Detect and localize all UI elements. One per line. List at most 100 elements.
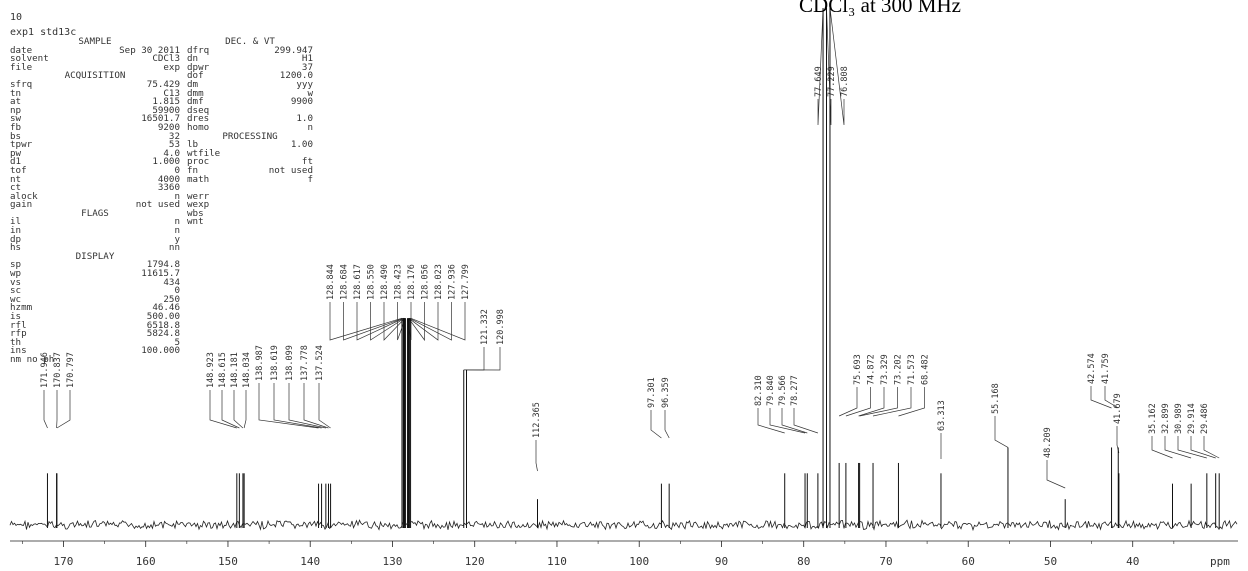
param-key: dres bbox=[187, 113, 210, 125]
param-row: alock n bbox=[10, 190, 180, 202]
param-section-heading: SAMPLE bbox=[78, 36, 112, 47]
peak-label-leader bbox=[898, 387, 925, 417]
peak-label-leader bbox=[258, 383, 319, 429]
param-row: dres 1.0 bbox=[187, 113, 313, 125]
param-row: SAMPLE bbox=[10, 36, 180, 47]
param-key: wc bbox=[10, 293, 22, 305]
decoupling-processing-parameters: DEC. & VT dfrq 299.947 dn H1 dpwr 37 dof 1200.0 d… bbox=[187, 37, 313, 227]
param-key: dseq bbox=[187, 104, 210, 116]
param-row: vs 434 bbox=[10, 278, 180, 288]
param-value: 1.000 bbox=[152, 156, 180, 168]
param-key: werr bbox=[187, 190, 210, 202]
x-tick-label: 80 bbox=[797, 555, 810, 568]
peak-label-leader bbox=[43, 390, 48, 429]
param-row: dpwr 37 bbox=[187, 61, 313, 73]
peak-label: 97.301 bbox=[647, 377, 657, 408]
param-value: 37 bbox=[301, 61, 313, 73]
param-key: at bbox=[10, 96, 22, 108]
peak-label: 171.946 bbox=[40, 352, 50, 388]
param-key: dm bbox=[187, 78, 199, 90]
peak-label: 148.034 bbox=[242, 352, 252, 388]
param-value: 500.00 bbox=[146, 311, 180, 322]
param-value: 9900 bbox=[290, 96, 313, 108]
param-key: np bbox=[10, 104, 22, 116]
param-key: alock bbox=[10, 190, 38, 202]
param-key: fn bbox=[187, 164, 199, 176]
param-section-heading: PROCESSING bbox=[222, 130, 278, 142]
param-value: 3360 bbox=[157, 182, 180, 194]
peak-label: 35.162 bbox=[1148, 403, 1158, 434]
param-row: hs nn bbox=[10, 243, 180, 253]
peak-label-leader bbox=[769, 408, 806, 434]
param-row: sp 1794.8 bbox=[10, 261, 180, 270]
peak-label: 63.313 bbox=[937, 400, 947, 431]
param-value: 1.00 bbox=[290, 139, 313, 151]
param-row: th 5 bbox=[10, 336, 180, 348]
peak-label-leaders bbox=[43, 7, 1220, 489]
peak-label: 30.989 bbox=[1174, 403, 1184, 434]
param-value: C13 bbox=[163, 87, 180, 99]
param-row: date Sep 30 2011 bbox=[10, 44, 180, 56]
peak-label: 78.277 bbox=[790, 375, 800, 406]
peak-label: 128.490 bbox=[380, 264, 390, 300]
peak-label: 29.486 bbox=[1200, 403, 1210, 434]
peak-lines bbox=[46, 8, 1220, 528]
param-key: gain bbox=[10, 199, 33, 211]
param-row: FLAGS bbox=[10, 209, 180, 219]
param-key: proc bbox=[187, 156, 210, 168]
param-key: th bbox=[10, 336, 22, 348]
x-axis-label: ppm bbox=[1210, 555, 1230, 568]
param-row: DISPLAY bbox=[10, 252, 180, 262]
param-row: d1 1.000 bbox=[10, 156, 180, 168]
param-row: DEC. & VT bbox=[187, 37, 313, 47]
param-key: file bbox=[10, 61, 33, 73]
peak-label-leader bbox=[397, 302, 406, 341]
peak-label: 138.099 bbox=[285, 345, 295, 381]
x-tick-label: 70 bbox=[879, 555, 892, 568]
peak-label: 121.332 bbox=[480, 309, 490, 345]
param-row: bs 32 bbox=[10, 132, 180, 142]
peak-label-leader bbox=[408, 302, 425, 342]
param-value: 5824.8 bbox=[146, 328, 180, 340]
param-row: tof 0 bbox=[10, 166, 180, 176]
x-tick-label: 120 bbox=[465, 555, 485, 568]
param-value: 53 bbox=[168, 139, 180, 151]
peak-label: 137.524 bbox=[315, 345, 325, 381]
x-axis-ticks: 170 160 150 140 130 120 110 100 90 80 70 60 50 40 bbox=[22, 541, 1175, 568]
peak-label: 77.229 bbox=[827, 66, 837, 97]
peak-label-leader bbox=[1104, 386, 1119, 409]
param-row: fb 9200 bbox=[10, 121, 180, 133]
peak-label-leader bbox=[370, 302, 405, 341]
param-key: solvent bbox=[10, 53, 49, 65]
param-key: dn bbox=[187, 53, 199, 65]
param-value: 9200 bbox=[157, 121, 180, 133]
peak-label: 75.693 bbox=[853, 354, 863, 385]
param-row: werr bbox=[187, 190, 313, 202]
param-row: ins 100.000 bbox=[10, 346, 180, 356]
x-tick-label: 130 bbox=[383, 555, 403, 568]
param-value: n bbox=[174, 216, 180, 228]
param-row: homo n bbox=[187, 123, 313, 133]
peak-label: 73.329 bbox=[880, 354, 890, 385]
param-value: 75.429 bbox=[146, 78, 180, 90]
param-key: tn bbox=[10, 87, 22, 99]
param-row: proc ft bbox=[187, 156, 313, 168]
peak-label: 127.936 bbox=[448, 264, 458, 300]
peak-label-leader bbox=[757, 408, 785, 434]
peak-label-leader bbox=[343, 302, 404, 341]
peak-label: 77.649 bbox=[814, 66, 824, 97]
param-key: date bbox=[10, 44, 33, 56]
peak-label-leader bbox=[781, 408, 808, 434]
param-value: 1794.8 bbox=[146, 259, 180, 271]
param-key: ct bbox=[10, 182, 22, 194]
peak-label: 128.056 bbox=[421, 264, 431, 300]
param-row: wnt bbox=[187, 218, 313, 227]
param-row: wp 11615.7 bbox=[10, 269, 180, 279]
x-tick-label: 90 bbox=[715, 555, 728, 568]
param-value: 59900 bbox=[152, 104, 180, 116]
param-row: wc 250 bbox=[10, 293, 180, 305]
peak-label: 128.176 bbox=[407, 264, 417, 300]
param-key: sfrq bbox=[10, 78, 33, 90]
param-row: rfp 5824.8 bbox=[10, 328, 180, 340]
param-row: PROCESSING bbox=[187, 130, 313, 142]
